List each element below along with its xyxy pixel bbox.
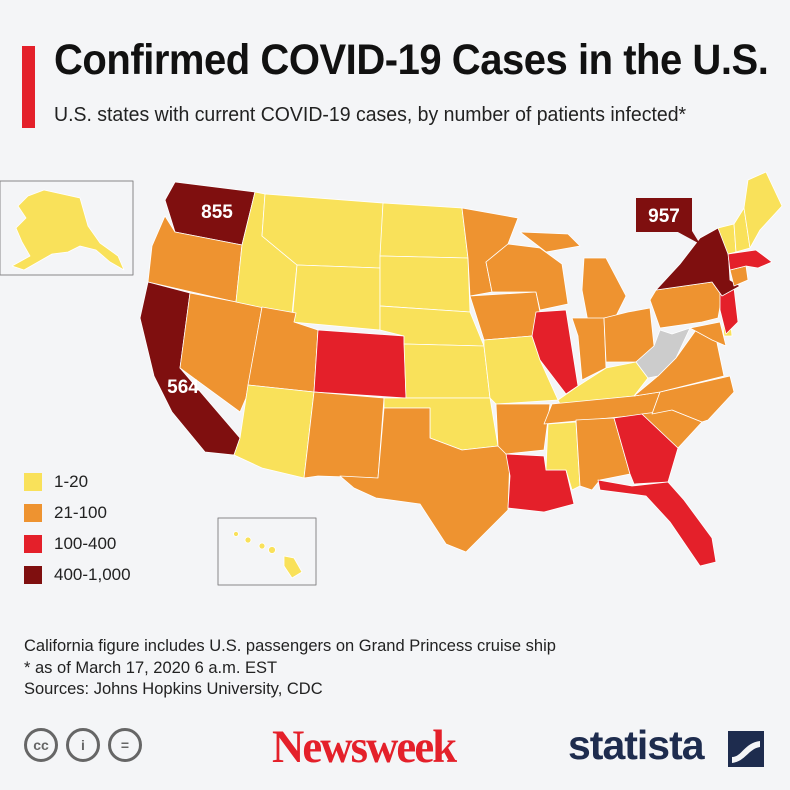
- state-ND: [379, 202, 469, 259]
- us-choropleth-map: 855 564 957: [0, 171, 783, 586]
- note-sources: Sources: Johns Hopkins University, CDC: [24, 680, 323, 698]
- legend-label: 100-400: [54, 533, 117, 553]
- legend-label: 400-1,000: [54, 564, 131, 584]
- legend-swatch: [24, 534, 42, 553]
- state-TX: [339, 407, 511, 553]
- state-MA: [727, 249, 773, 271]
- attribution-icon[interactable]: i: [66, 728, 100, 762]
- state-AZ: [233, 384, 315, 479]
- state-LA: [505, 453, 575, 513]
- state-HI: [233, 531, 303, 579]
- state-IA: [469, 291, 543, 341]
- statista-logo[interactable]: statista: [568, 722, 705, 768]
- new-york-callout: 957: [636, 198, 700, 244]
- state-CO: [313, 329, 407, 399]
- state-MD: [689, 321, 727, 347]
- legend-swatch: [24, 565, 42, 584]
- license-icons: cc i =: [24, 728, 142, 762]
- legend-item: 1-20: [24, 466, 131, 497]
- legend-label: 1-20: [54, 471, 89, 491]
- newsweek-logo[interactable]: Newsweek: [272, 721, 457, 773]
- state-NC: [651, 375, 735, 423]
- state-WY: [291, 264, 381, 331]
- new-york-cases-label: 957: [648, 206, 680, 227]
- legend-item: 21-100: [24, 497, 131, 528]
- legend-swatch: [24, 503, 42, 522]
- state-FL: [597, 479, 717, 567]
- washington-cases-label: 855: [201, 202, 233, 223]
- state-AK: [11, 189, 125, 271]
- hawaii-inset-frame: [217, 517, 317, 586]
- creative-commons-icon[interactable]: cc: [24, 728, 58, 762]
- legend-item: 100-400: [24, 528, 131, 559]
- note-date: * as of March 17, 2020 6 a.m. EST: [24, 658, 278, 677]
- california-cases-label: 564: [167, 377, 199, 398]
- note-california: California figure includes U.S. passenge…: [24, 637, 556, 655]
- state-IN: [571, 317, 607, 381]
- state-WV: [635, 327, 691, 379]
- page-title: Confirmed COVID-19 Cases in the U.S.: [54, 36, 769, 84]
- state-ME: [743, 171, 783, 249]
- page-subtitle: U.S. states with current COVID-19 cases,…: [54, 103, 687, 126]
- alaska-inset-frame: [0, 180, 134, 276]
- no-derivatives-icon[interactable]: =: [108, 728, 142, 762]
- map-legend: 1-20 21-100 100-400 400-1,000: [24, 466, 131, 590]
- legend-label: 21-100: [54, 502, 107, 522]
- footnotes: California figure includes U.S. passenge…: [24, 636, 556, 701]
- statista-mark-icon: [728, 731, 764, 767]
- state-KS: [403, 343, 491, 399]
- legend-item: 400-1,000: [24, 559, 131, 590]
- state-NM: [303, 391, 385, 479]
- state-WI: [485, 243, 569, 311]
- title-accent-bar: [22, 46, 35, 128]
- state-AR: [495, 403, 551, 455]
- state-SD: [379, 255, 471, 313]
- legend-swatch: [24, 472, 42, 491]
